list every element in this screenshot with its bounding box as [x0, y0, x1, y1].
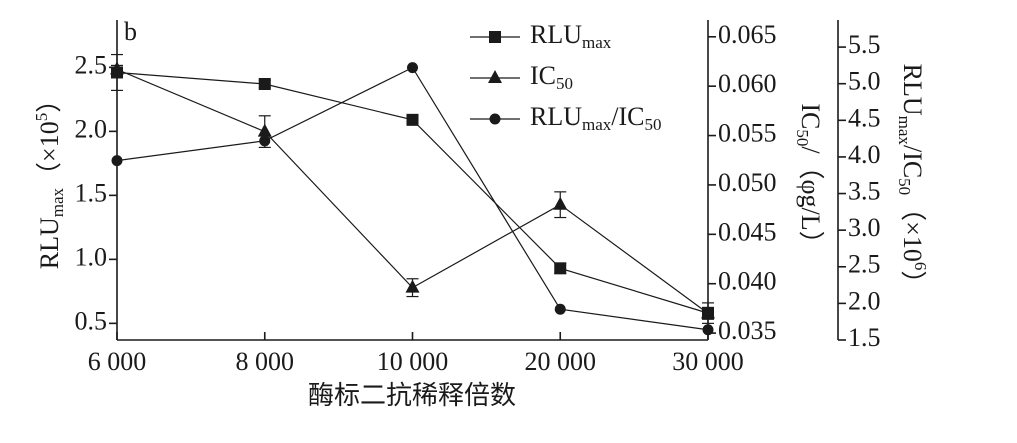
- label-part: RLU: [530, 102, 582, 131]
- point: [702, 324, 714, 336]
- label-part: /（φg/L）: [796, 146, 825, 256]
- label-part: IC: [796, 103, 825, 129]
- label-part: max: [48, 187, 67, 217]
- point: [110, 61, 124, 75]
- label-part: RLU: [898, 64, 927, 116]
- legend-label: RLUmax: [530, 20, 612, 52]
- tick-label: 3.5: [848, 177, 881, 206]
- panel-label: b: [124, 17, 137, 46]
- tick-label: 2.5: [848, 250, 881, 279]
- tick-label: 1.0: [75, 242, 108, 271]
- tick-label: 0.040: [718, 267, 777, 296]
- point: [258, 78, 271, 90]
- x-tick-label: 6 000: [88, 347, 147, 376]
- label-part: max: [895, 116, 914, 146]
- point: [554, 262, 567, 275]
- label-part: IC: [530, 61, 556, 90]
- x-axis-label: 酶标二抗稀释倍数: [308, 381, 516, 410]
- point: [701, 305, 715, 319]
- tick-label: 0.050: [718, 168, 777, 197]
- x-tick-label: 10 000: [377, 347, 449, 376]
- tick-label: 2.0: [75, 114, 108, 143]
- x-tick-label: 30 000: [672, 347, 744, 376]
- point: [405, 279, 420, 293]
- label-part: /IC: [611, 102, 644, 131]
- label-part: （×10: [35, 121, 64, 188]
- tick-label: 0.045: [718, 217, 777, 246]
- label-part: RLU: [530, 20, 582, 49]
- tick-label: 1.5: [848, 323, 881, 352]
- tick-label: 0.035: [718, 316, 777, 345]
- label-part: 50: [645, 115, 662, 134]
- tick-label: 2.0: [848, 286, 881, 315]
- tick-label: 3.0: [848, 213, 881, 242]
- label-part: max: [582, 115, 612, 134]
- label-part: /IC: [898, 145, 927, 178]
- y3-axis-label: RLUmax/IC50（×106）: [895, 64, 930, 297]
- label-part: 50: [556, 74, 573, 93]
- label-part: （×10: [898, 195, 927, 262]
- label-part: 50: [895, 178, 914, 195]
- point: [406, 113, 419, 126]
- label-part: ）: [898, 270, 927, 296]
- tick-label: 4.5: [848, 103, 881, 132]
- tick-label: 4.0: [848, 140, 881, 169]
- tick-label: 5.5: [848, 30, 881, 59]
- legend-label: IC50: [530, 61, 573, 93]
- label-part: 6: [911, 262, 930, 271]
- x-tick-label: 8 000: [236, 347, 295, 376]
- tick-label: 1.5: [75, 178, 108, 207]
- label-part: 5: [32, 113, 51, 122]
- tick-label: 2.5: [75, 50, 108, 79]
- point: [257, 123, 272, 137]
- tick-label: 0.060: [718, 69, 777, 98]
- point: [407, 62, 418, 74]
- x-tick-label: 20 000: [525, 347, 597, 376]
- point: [259, 135, 271, 147]
- tick-label: 5.0: [848, 67, 881, 96]
- tick-label: 0.065: [718, 20, 777, 49]
- legend-label: RLUmax/IC50: [530, 102, 662, 134]
- y-axis-label: RLUmax（×105）: [32, 87, 67, 269]
- label-part: ）: [35, 87, 64, 113]
- tick-label: 0.5: [75, 306, 108, 335]
- label-part: max: [582, 33, 612, 52]
- label-part: 50: [793, 129, 812, 146]
- point: [553, 196, 568, 210]
- legend-marker: [488, 70, 502, 83]
- legend-marker: [489, 31, 501, 43]
- label-part: RLU: [35, 217, 64, 269]
- tick-label: 0.055: [718, 119, 777, 148]
- y2-axis-label: IC50/（φg/L）: [793, 103, 825, 256]
- legend-marker: [489, 113, 501, 125]
- point: [111, 155, 123, 167]
- point: [554, 303, 566, 315]
